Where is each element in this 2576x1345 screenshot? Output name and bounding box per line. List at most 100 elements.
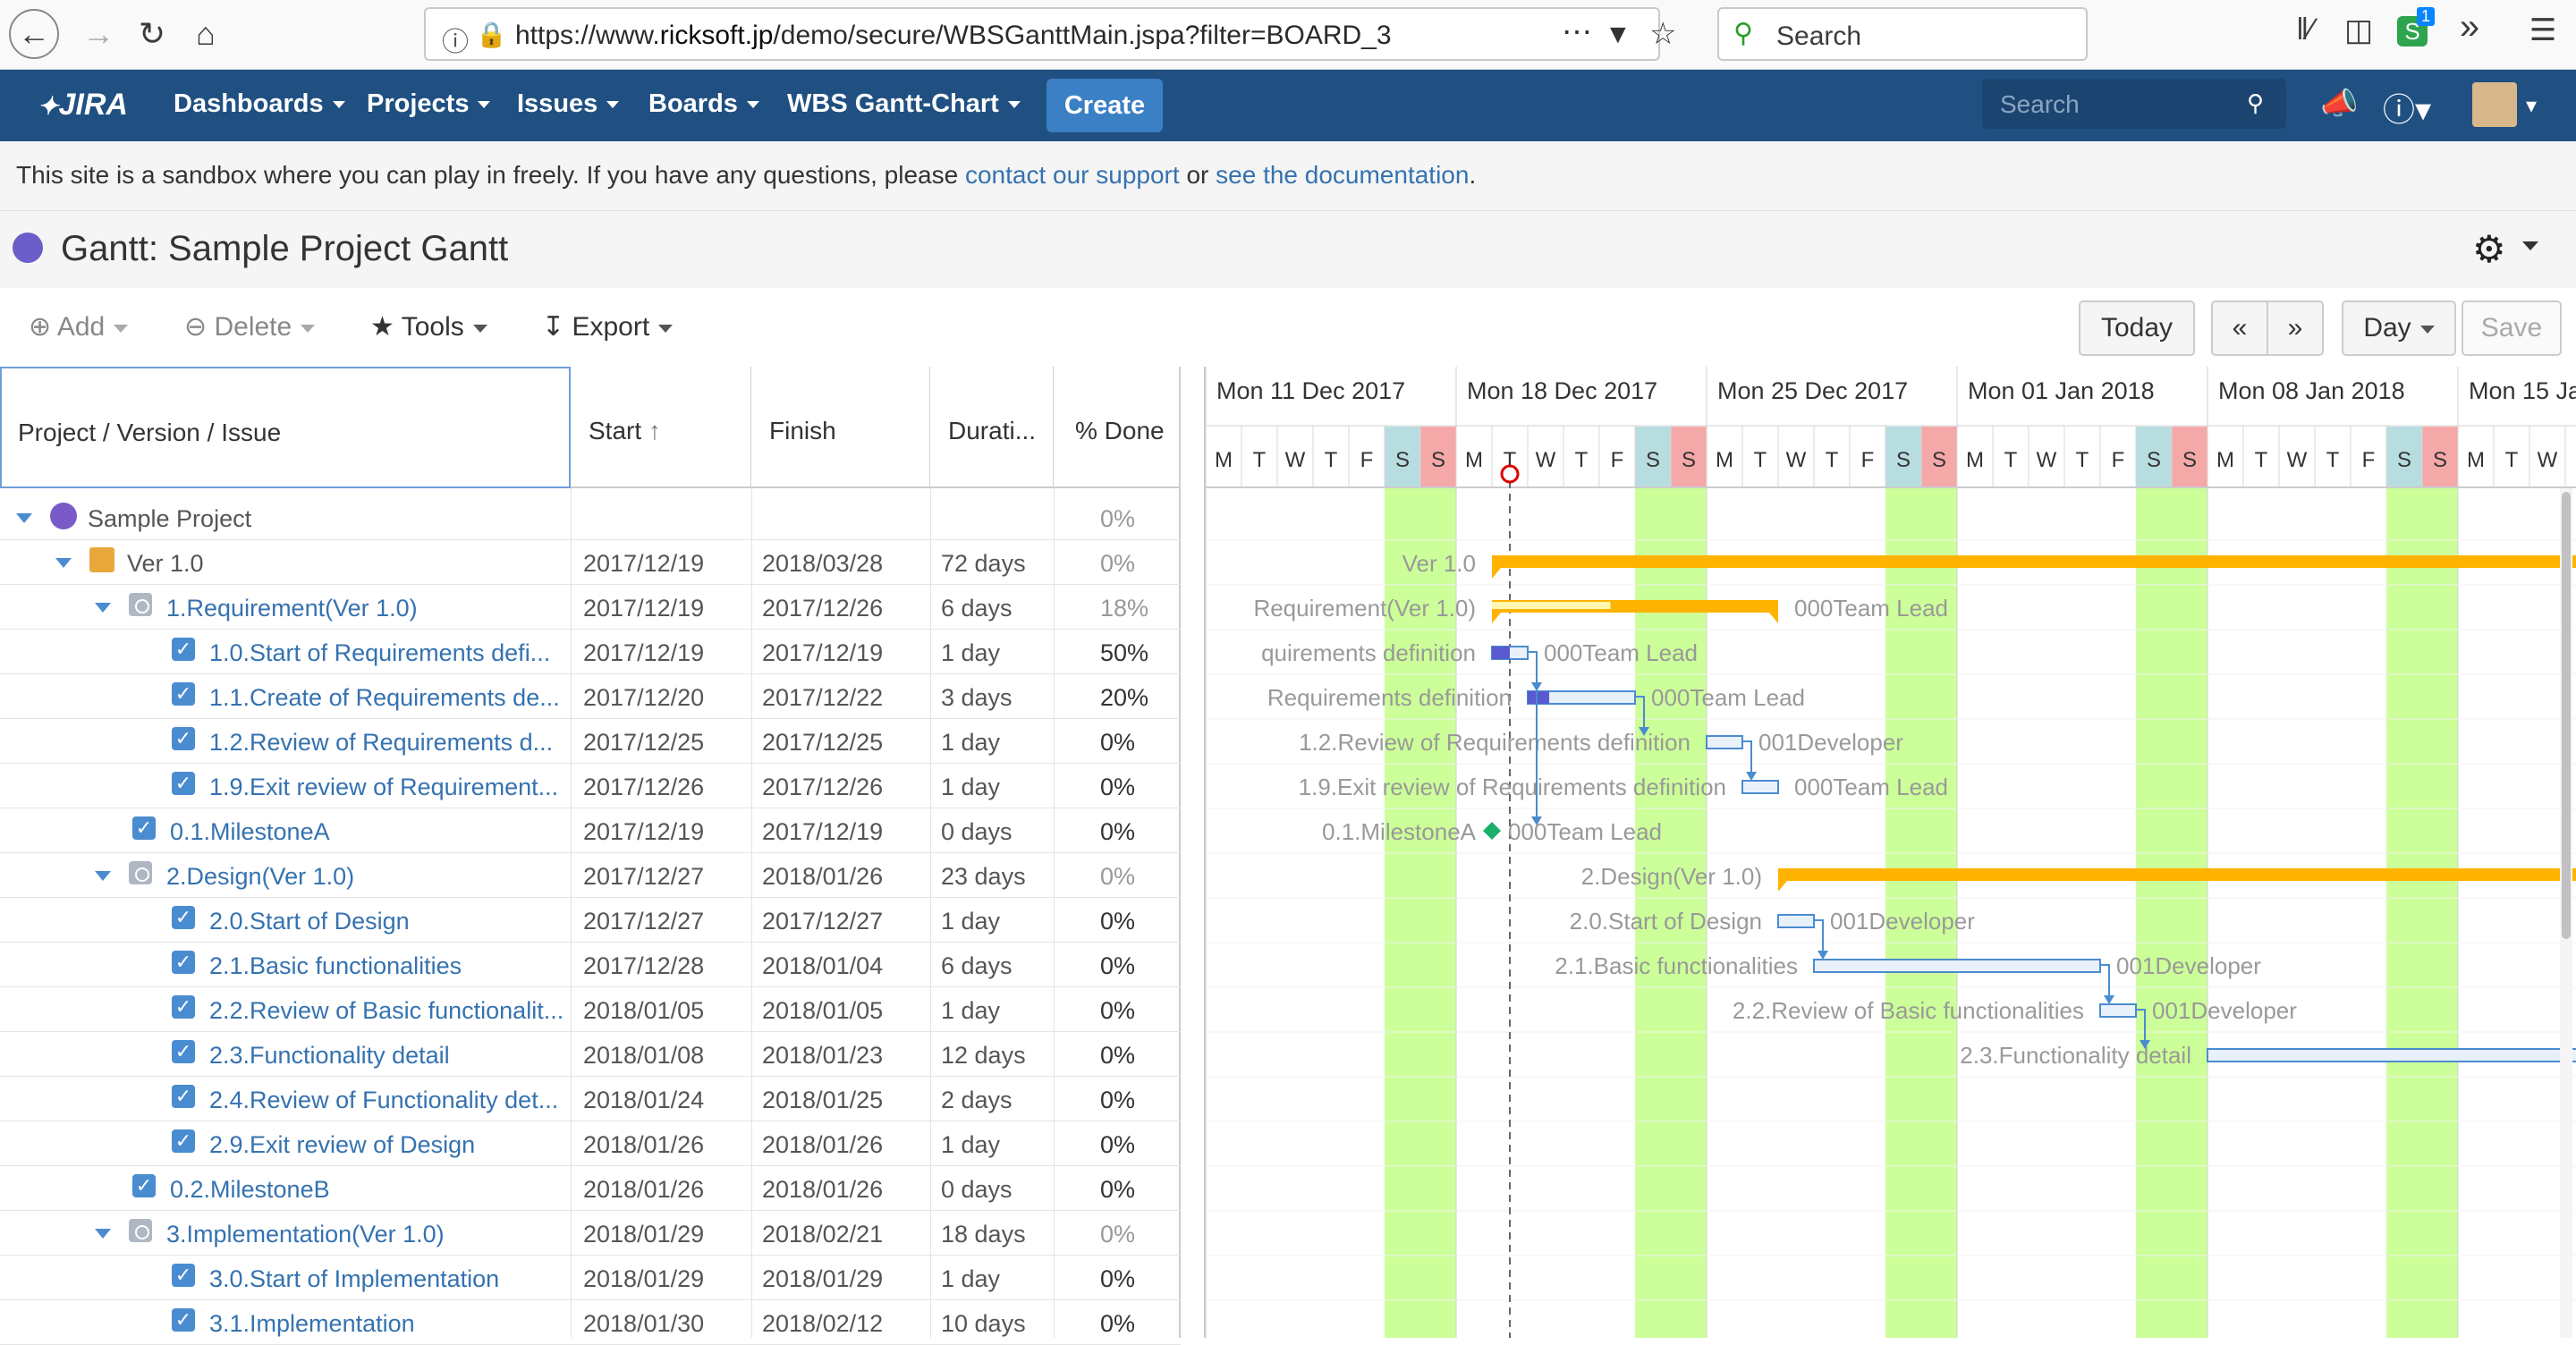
table-row[interactable]: ✓ 2.9.Exit review of Design 2018/01/26 2018…	[0, 1121, 1181, 1166]
percent-done: 0%	[1100, 997, 1136, 1024]
star-icon: ★	[370, 312, 394, 342]
issue-name[interactable]: 1.Requirement(Ver 1.0)	[166, 595, 418, 622]
expand-toggle-icon[interactable]	[95, 1229, 111, 1239]
issue-name[interactable]: 2.9.Exit review of Design	[209, 1131, 476, 1158]
expand-toggle-icon[interactable]	[55, 558, 72, 568]
more-icon[interactable]: ⋯	[1562, 15, 1592, 49]
next-button[interactable]: »	[2267, 300, 2324, 356]
issue-name[interactable]: 0.1.MilestoneA	[170, 818, 330, 845]
avatar-chevron-down-icon[interactable]: ▾	[2526, 94, 2538, 118]
issue-name[interactable]: Ver 1.0	[127, 550, 204, 577]
issue-name[interactable]: 2.3.Functionality detail	[209, 1042, 450, 1069]
sunday-cell	[1921, 427, 1957, 486]
browser-search[interactable]: ⚲ Search	[1717, 7, 2088, 61]
issue-name[interactable]: 2.1.Basic functionalities	[209, 952, 462, 979]
expand-toggle-icon[interactable]	[95, 603, 111, 613]
table-row[interactable]: ✓ 3.1.Implementation 2018/01/30 2018/02/12 1…	[0, 1300, 1181, 1345]
issue-name[interactable]: 2.2.Review of Basic functionalit...	[209, 997, 564, 1024]
jira-header: ✦JIRA Dashboards Projects Issues Boards …	[0, 70, 2576, 141]
issue-name[interactable]: 3.0.Start of Implementation	[209, 1265, 500, 1292]
nav-projects[interactable]: Projects	[367, 89, 490, 119]
issue-name[interactable]: Sample Project	[88, 505, 252, 532]
today-button[interactable]: Today	[2079, 300, 2195, 356]
search-icon[interactable]: ⚲	[2247, 89, 2265, 116]
delete-button[interactable]: ⊖ Delete	[184, 311, 316, 343]
day-label: F	[2112, 448, 2125, 472]
issue-name[interactable]: 3.Implementation(Ver 1.0)	[166, 1221, 445, 1248]
url-bar[interactable]: ⓘ 🔒 https://www.ricksoft.jp/demo/secure/…	[424, 7, 1676, 61]
table-row[interactable]: Ver 1.0 2017/12/19 2018/03/28 72 days 0%	[0, 540, 1181, 585]
jira-search-input[interactable]: Search ⚲	[1982, 79, 2286, 129]
nav-wbs-gantt[interactable]: WBS Gantt-Chart	[787, 89, 1021, 119]
table-row[interactable]: ✓ 0.1.MilestoneA 2017/12/19 2017/12/19 0 day…	[0, 808, 1181, 853]
export-button[interactable]: ↧ Export	[542, 311, 674, 343]
issue-name[interactable]: 2.0.Start of Design	[209, 908, 410, 935]
nav-issues[interactable]: Issues	[517, 89, 619, 119]
url-text[interactable]: https://www.ricksoft.jp/demo/secure/WBSG…	[515, 21, 1392, 50]
overflow-icon[interactable]: »	[2459, 7, 2480, 47]
expand-toggle-icon[interactable]	[95, 871, 111, 881]
expand-toggle-icon[interactable]	[16, 513, 32, 523]
tools-button[interactable]: ★ Tools	[370, 311, 487, 343]
prev-button[interactable]: «	[2211, 300, 2268, 356]
nav-boards[interactable]: Boards	[648, 89, 759, 119]
table-row[interactable]: ✓ 2.0.Start of Design 2017/12/27 2017/12/27…	[0, 898, 1181, 943]
reload-icon[interactable]: ↻	[138, 15, 166, 52]
add-button[interactable]: ⊕ Add	[29, 311, 129, 343]
table-row[interactable]: 2.Design(Ver 1.0) 2017/12/27 2018/01/26 23 …	[0, 853, 1181, 898]
table-row[interactable]: ✓ 2.2.Review of Basic functionalit... 2018…	[0, 987, 1181, 1032]
contact-support-link[interactable]: contact our support	[964, 161, 1180, 189]
day-label: S	[2182, 448, 2197, 472]
table-row[interactable]: ✓ 1.2.Review of Requirements d... 2017/12/…	[0, 719, 1181, 764]
scale-select[interactable]: Day	[2342, 300, 2456, 356]
bar-label: 0.1.MilestoneA	[1322, 818, 1477, 845]
col-header-done[interactable]: % Done	[1054, 367, 1181, 488]
table-row[interactable]: ✓ 1.1.Create of Requirements de... 2017/12…	[0, 674, 1181, 719]
day-label: M	[2216, 448, 2234, 472]
documentation-link[interactable]: see the documentation	[1216, 161, 1470, 189]
col-header-finish[interactable]: Finish	[751, 367, 930, 488]
table-row[interactable]: 3.Implementation(Ver 1.0) 2018/01/29 2018/…	[0, 1211, 1181, 1256]
table-row[interactable]: ✓ 3.0.Start of Implementation 2018/01/29 20…	[0, 1256, 1181, 1300]
start-date: 2017/12/27	[583, 863, 705, 890]
sidebar-icon[interactable]: ◫	[2343, 13, 2374, 47]
table-row[interactable]: ✓ 1.0.Start of Requirements defi... 2017/1…	[0, 630, 1181, 674]
home-icon[interactable]: ⌂	[196, 15, 216, 52]
issue-name[interactable]: 3.1.Implementation	[209, 1310, 415, 1337]
table-row[interactable]: ✓ 2.4.Review of Functionality det... 2018/…	[0, 1077, 1181, 1121]
announcement-icon[interactable]: 📣	[2320, 87, 2359, 121]
help-icon[interactable]: ⓘ▾	[2383, 91, 2432, 128]
gear-chevron-down-icon[interactable]	[2522, 241, 2538, 250]
forward-icon[interactable]: →	[82, 15, 114, 52]
menu-icon[interactable]: ☰	[2529, 13, 2557, 47]
issue-name[interactable]: 2.4.Review of Functionality det...	[209, 1087, 559, 1113]
pocket-icon[interactable]: ▼	[1605, 20, 1631, 49]
issue-name[interactable]: 1.0.Start of Requirements defi...	[209, 639, 551, 666]
create-button[interactable]: Create	[1046, 79, 1163, 132]
table-row[interactable]: ✓ 0.2.MilestoneB 2018/01/26 2018/01/26 0 day…	[0, 1166, 1181, 1211]
issue-name[interactable]: 1.2.Review of Requirements d...	[209, 729, 554, 756]
back-icon[interactable]: ←	[9, 9, 59, 59]
info-icon[interactable]: ⓘ	[442, 28, 469, 57]
bookmark-star-icon[interactable]: ☆	[1649, 17, 1677, 51]
day-label: S	[1646, 448, 1660, 472]
issue-name[interactable]: 2.Design(Ver 1.0)	[166, 863, 355, 890]
table-row[interactable]: 1.Requirement(Ver 1.0) 2017/12/19 2017/12/…	[0, 585, 1181, 630]
table-row[interactable]: ✓ 2.3.Functionality detail 2018/01/08 2018/…	[0, 1032, 1181, 1077]
issue-name[interactable]: 1.1.Create of Requirements de...	[209, 684, 560, 711]
save-button[interactable]: Save	[2462, 300, 2562, 356]
jira-logo[interactable]: ✦JIRA	[38, 88, 128, 122]
table-row[interactable]: ✓ 1.9.Exit review of Requirement... 2017/1…	[0, 764, 1181, 808]
issue-name[interactable]: 1.9.Exit review of Requirement...	[209, 774, 559, 800]
col-header-start[interactable]: Start ↑	[571, 367, 751, 488]
col-header-duration[interactable]: Durati...	[930, 367, 1054, 488]
issue-name[interactable]: 0.2.MilestoneB	[170, 1176, 330, 1203]
avatar[interactable]	[2472, 82, 2517, 127]
table-row[interactable]: ✓ 2.1.Basic functionalities 2017/12/28 2018…	[0, 943, 1181, 987]
library-icon[interactable]: ‖∕	[2296, 13, 2314, 47]
gear-icon[interactable]: ⚙	[2472, 228, 2506, 270]
nav-dashboards[interactable]: Dashboards	[174, 89, 345, 119]
col-header-name[interactable]: Project / Version / Issue	[0, 367, 571, 488]
table-row[interactable]: Sample Project 0%	[0, 495, 1181, 540]
